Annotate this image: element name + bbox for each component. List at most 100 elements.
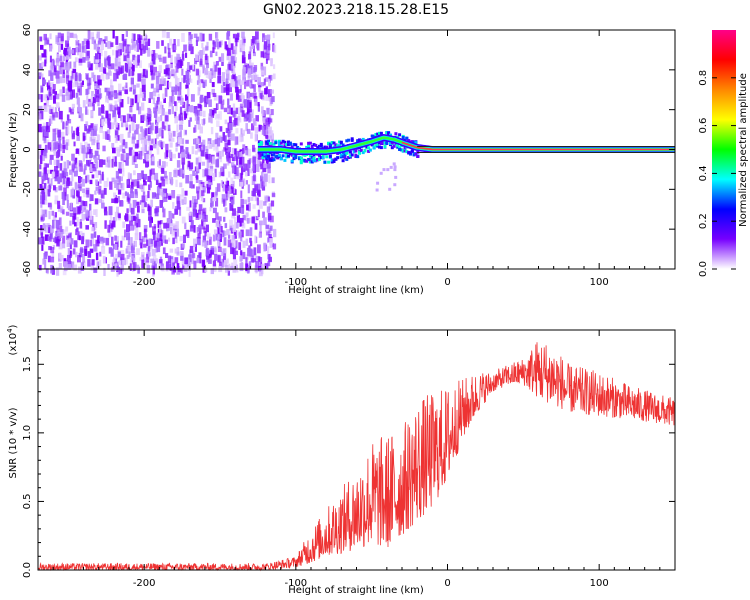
noise-cell xyxy=(131,78,134,85)
noise-cell xyxy=(168,109,171,114)
noise-cell xyxy=(85,106,87,114)
snr-y-axis-label: SNR (10 * v/v) xyxy=(8,407,19,478)
noise-cell xyxy=(243,215,246,220)
noise-cell xyxy=(42,126,46,132)
noise-cell xyxy=(76,163,79,171)
noise-cell xyxy=(264,88,267,94)
noise-cell xyxy=(194,34,198,38)
noise-cell xyxy=(237,207,241,213)
noise-cell xyxy=(268,197,270,202)
noise-cell xyxy=(250,46,252,51)
noise-cell xyxy=(69,221,71,226)
noise-cell xyxy=(257,198,259,206)
noise-cell xyxy=(107,57,110,66)
noise-cell xyxy=(268,254,270,261)
noise-cell xyxy=(221,104,224,109)
noise-cell xyxy=(62,243,65,248)
noise-cell xyxy=(111,122,114,129)
noise-cell xyxy=(136,124,140,128)
noise-cell xyxy=(157,150,160,155)
noise-cell xyxy=(150,259,154,263)
noise-cell xyxy=(194,138,197,143)
noise-cell xyxy=(139,35,142,40)
noise-cell xyxy=(188,154,191,159)
noise-cell xyxy=(99,127,103,133)
noise-cell xyxy=(71,154,75,161)
noise-cell xyxy=(159,65,162,73)
noise-cell xyxy=(250,132,253,138)
noise-cell xyxy=(228,147,231,152)
noise-cell xyxy=(156,76,160,85)
noise-cell xyxy=(103,238,106,243)
noise-cell xyxy=(135,179,139,186)
noise-cell xyxy=(249,218,252,223)
noise-cell xyxy=(118,62,121,67)
noise-cell xyxy=(135,189,138,194)
noise-cell xyxy=(144,139,147,145)
noise-cell xyxy=(60,206,63,210)
noise-cell xyxy=(118,190,121,195)
noise-cell xyxy=(212,47,214,53)
noise-cell xyxy=(116,207,119,213)
noise-cell xyxy=(62,74,65,83)
y-tick-label: -60 xyxy=(22,261,33,277)
noise-cell xyxy=(146,154,150,161)
noise-cell xyxy=(67,238,71,242)
noise-cell xyxy=(239,157,242,164)
noise-cell xyxy=(193,209,197,217)
noise-cell xyxy=(174,87,177,95)
noise-cell xyxy=(158,128,160,137)
noise-cell xyxy=(57,149,60,157)
noise-cell xyxy=(253,118,256,125)
noise-cell xyxy=(209,169,213,176)
noise-cell xyxy=(148,117,151,125)
noise-cell xyxy=(55,112,58,118)
noise-cell xyxy=(72,189,74,196)
figure-title: GN02.2023.218.15.28.E15 xyxy=(263,2,449,18)
noise-cell xyxy=(150,181,152,187)
noise-cell xyxy=(266,54,270,61)
noise-cell xyxy=(231,56,235,64)
noise-cell xyxy=(98,199,102,203)
noise-cell xyxy=(111,237,114,246)
noise-cell xyxy=(144,176,147,180)
noise-cell xyxy=(256,40,259,48)
noise-cell xyxy=(263,217,267,225)
noise-cell xyxy=(247,218,250,224)
noise-cell xyxy=(235,87,239,93)
noise-cell xyxy=(255,115,259,121)
noise-cell xyxy=(162,31,166,38)
noise-cell xyxy=(169,131,173,139)
noise-cell xyxy=(171,213,173,219)
noise-cell xyxy=(53,95,56,103)
noise-cell xyxy=(38,113,41,120)
noise-cell xyxy=(133,200,137,208)
noise-cell xyxy=(86,95,88,104)
noise-cell xyxy=(42,80,46,85)
noise-cell xyxy=(244,82,246,89)
noise-cell xyxy=(163,57,167,64)
noise-cell xyxy=(115,216,117,221)
noise-cell xyxy=(56,58,59,67)
noise-cell xyxy=(208,180,211,188)
noise-cell xyxy=(126,208,128,213)
noise-cell xyxy=(94,191,96,195)
noise-cell xyxy=(267,237,269,242)
noise-cell xyxy=(186,207,190,211)
noise-cell xyxy=(91,234,94,239)
noise-cell xyxy=(98,107,101,115)
noise-cell xyxy=(244,200,248,205)
noise-cell xyxy=(77,217,79,226)
noise-cell xyxy=(196,158,199,165)
noise-cell xyxy=(56,102,60,108)
noise-cell xyxy=(225,143,229,150)
noise-cell xyxy=(224,135,227,142)
noise-cell xyxy=(210,207,212,211)
noise-cell xyxy=(144,130,146,139)
noise-cell xyxy=(135,227,138,236)
noise-cell xyxy=(73,73,75,80)
noise-cell xyxy=(200,126,204,133)
signal-cell xyxy=(274,141,277,144)
noise-cell xyxy=(198,75,200,83)
noise-cell xyxy=(132,122,135,131)
